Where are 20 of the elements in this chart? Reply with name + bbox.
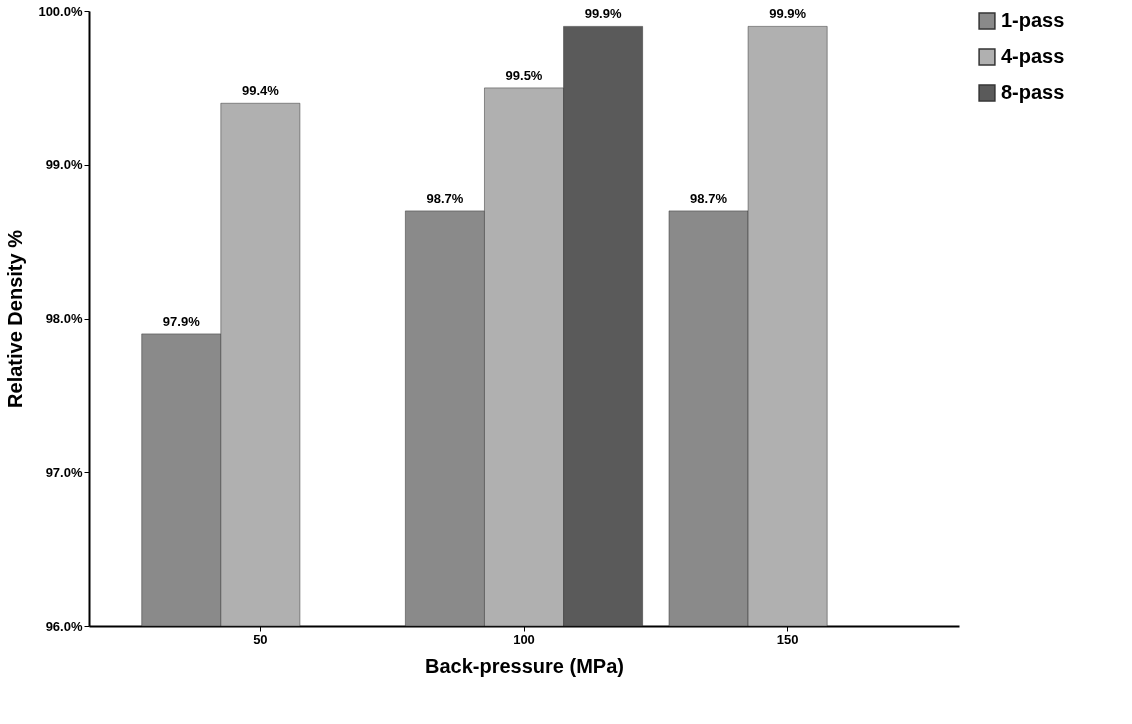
x-tick-label: 100 <box>513 631 535 647</box>
data-label: 97.9% <box>162 313 201 329</box>
y-tick-label: 97.0% <box>45 464 83 480</box>
y-tick-label: 99.0% <box>45 157 83 173</box>
data-label: 99.5% <box>505 67 543 83</box>
y-tick-label: 98.0% <box>45 311 83 326</box>
legend-label: 4-pass <box>1001 45 1065 67</box>
data-label: 99.9% <box>769 6 807 22</box>
x-axis-title: Back-pressure (MPa) <box>425 654 624 677</box>
legend-label: 1-pass <box>1001 9 1065 31</box>
x-tick-label: 150 <box>776 631 799 647</box>
data-label: 98.7% <box>426 190 464 206</box>
y-tick-label: 100.0% <box>38 3 83 19</box>
data-label: 98.7% <box>690 190 728 206</box>
legend-label: 8-pass <box>1001 81 1065 103</box>
data-label: 99.9% <box>584 6 622 22</box>
y-tick-label: 96.0% <box>45 618 83 634</box>
x-tick-label: 50 <box>253 631 268 647</box>
data-label: 99.4% <box>241 83 280 99</box>
y-axis-title: Relative Density % <box>4 229 27 408</box>
